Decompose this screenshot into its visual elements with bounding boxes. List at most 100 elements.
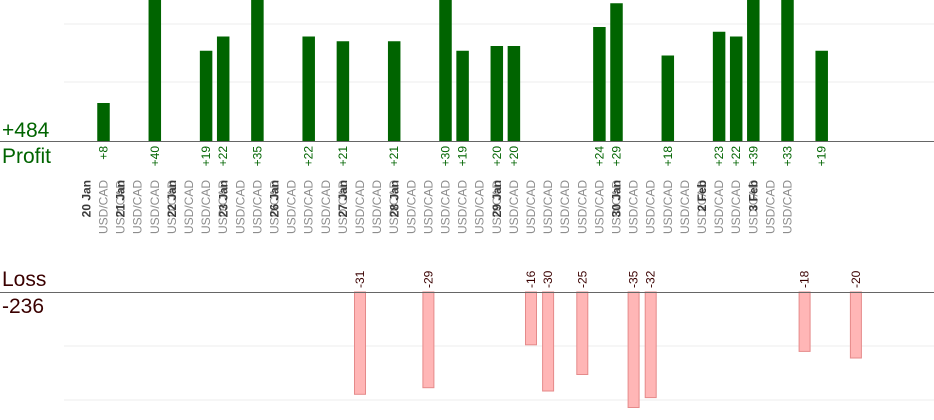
axes (0, 141, 934, 293)
loss-bar (525, 291, 537, 346)
loss-value-label: -32 (644, 270, 658, 288)
pair-tick-label: USD/CAD (507, 180, 521, 234)
trade-value-labels: +8 +40 +19 +22 +35 +22 +21-31+21-29+30 +19 +20 +2… (97, 146, 863, 288)
pair-tick-label: USD/CAD (524, 180, 538, 234)
pair-tick-label: USD/CAD (439, 180, 453, 234)
loss-value-label: -31 (353, 270, 367, 288)
profit-value-label: +20 (490, 146, 504, 167)
profit-bar (336, 41, 350, 141)
pair-tick-label: USD/CAD (712, 180, 726, 234)
profit-bar (729, 36, 743, 141)
profit-value-label: +19 (199, 146, 213, 167)
pair-tick-label: USD/CAD (421, 180, 435, 234)
profit-bar (593, 27, 606, 141)
pair-tick-label: USD/CAD (387, 180, 401, 234)
profit-bar (661, 55, 675, 141)
pair-tick-label: USD/CAD (114, 180, 128, 234)
pair-tick-label: USD/CAD (165, 180, 179, 234)
loss-value-label: -20 (849, 270, 863, 288)
profit-value-label: +22 (216, 146, 230, 167)
pair-tick-label: USD/CAD (473, 180, 487, 234)
date-tick-label: 30 Jan (610, 180, 624, 217)
loss-value-label: -30 (541, 270, 555, 288)
profit-value-label: +20 (507, 146, 521, 167)
pair-tick-label: USD/CAD (182, 180, 196, 234)
date-tick-label: 2 Feb (695, 180, 709, 211)
pair-tick-label: USD/CAD (763, 180, 777, 234)
profit-bar (610, 3, 623, 141)
pair-tick-label: USD/CAD (729, 180, 743, 234)
pair-tick-label: USD/CAD (695, 180, 709, 234)
profit-bar (97, 103, 110, 141)
date-tick-label: 22 Jan (165, 180, 179, 217)
profit-value-label: +29 (610, 146, 624, 167)
date-tick-label: 26 Jan (268, 180, 282, 217)
pair-tick-label: USD/CAD (541, 180, 555, 234)
profit-value-label: +19 (815, 146, 829, 167)
loss-bar (798, 291, 811, 352)
pair-tick-label: USD/CAD (456, 180, 470, 234)
loss-bar (542, 291, 555, 392)
pair-tick-label: USD/CAD (285, 180, 299, 234)
loss-bar (576, 291, 589, 375)
profit-bar (490, 46, 504, 141)
pair-tick-label: USD/CAD (370, 180, 384, 234)
loss-value-label: -16 (524, 270, 538, 288)
pair-tick-label: USD/CAD (746, 180, 760, 234)
pair-tick-label: USD/CAD (661, 180, 675, 234)
loss-value-label: -35 (627, 270, 641, 288)
pair-tick-label: USD/CAD (627, 180, 641, 234)
pair-tick-label: USD/CAD (199, 180, 213, 234)
pair-tick-label: USD/CAD (490, 180, 504, 234)
profit-value-label: +24 (592, 146, 606, 167)
profit-bar (148, 0, 162, 141)
loss-total: -236 (2, 295, 45, 318)
pair-tick-label: USD/CAD (97, 180, 111, 234)
profit-bar (251, 0, 264, 141)
profit-total: +484 (2, 119, 50, 142)
profit-label: Profit (2, 145, 52, 168)
pair-tick-label: USD/CAD (592, 180, 606, 234)
profit-bar (456, 50, 469, 141)
pair-tick-label: USD/CAD (148, 180, 162, 234)
profit-value-label: +39 (746, 146, 760, 167)
pair-tick-label: USD/CAD (336, 180, 350, 234)
profit-value-label: +33 (781, 146, 795, 167)
date-tick-label: 23 Jan (216, 180, 230, 217)
profit-bar (712, 31, 726, 141)
loss-label: Loss (2, 268, 47, 291)
profit-bar (747, 0, 760, 141)
pair-tick-label: USD/CAD (268, 180, 282, 234)
pair-tick-label: USD/CAD (644, 180, 658, 234)
date-tick-label: 3 Feb (746, 180, 760, 211)
profit-bar (439, 0, 452, 141)
pair-tick-label: USD/CAD (216, 180, 230, 234)
profit-value-label: +21 (387, 146, 401, 167)
profit-value-label: +35 (250, 146, 264, 167)
profit-value-label: +21 (336, 146, 350, 167)
loss-value-label: -29 (421, 270, 435, 288)
pair-tick-label: USD/CAD (233, 180, 247, 234)
profit-value-label: +22 (302, 146, 316, 167)
date-tick-label: 27 Jan (336, 180, 350, 217)
pair-tick-label: USD/CAD (302, 180, 316, 234)
profit-value-label: +19 (456, 146, 470, 167)
pair-tick-label: USD/CAD (678, 180, 692, 234)
loss-value-label: -18 (798, 270, 812, 288)
loss-value-label: -25 (575, 270, 589, 288)
pair-tick-label: USD/CAD (353, 180, 367, 234)
profit-bar (216, 36, 230, 141)
profit-bar (815, 50, 828, 141)
pair-tick-label: USD/CAD (781, 180, 795, 234)
profit-value-label: +8 (97, 146, 111, 160)
loss-bar (644, 291, 657, 399)
profit-value-label: +40 (148, 146, 162, 167)
pair-tick-label: USD/CAD (250, 180, 264, 234)
date-tick-label: 29 Jan (490, 180, 504, 217)
profit-value-label: +30 (439, 146, 453, 167)
profit-bar (507, 46, 521, 141)
profit-bar (302, 36, 315, 141)
profit-value-label: +23 (712, 146, 726, 167)
